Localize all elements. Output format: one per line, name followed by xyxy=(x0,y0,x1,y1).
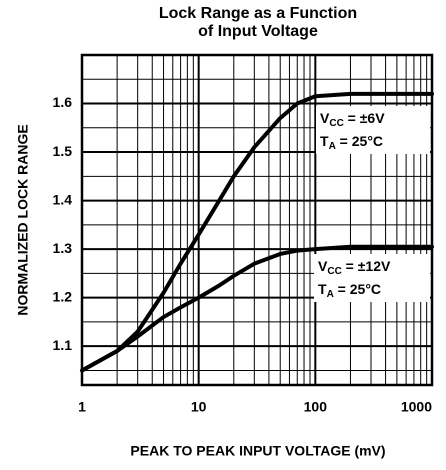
annotation-part: = 25°C xyxy=(336,133,383,149)
plot-frame xyxy=(80,53,434,387)
annotation-sub: A xyxy=(327,289,334,300)
chart-title: Lock Range as a Function xyxy=(159,5,357,22)
y-axis-label: NORMALIZED LOCK RANGE xyxy=(15,124,31,315)
annotation-part: = 25°C xyxy=(334,281,381,297)
annotation: VCC = ±6V xyxy=(320,110,385,129)
x-tick-label: 1 xyxy=(78,399,86,415)
annotation-part: V xyxy=(318,258,328,274)
y-tick-label: 1.5 xyxy=(53,143,73,159)
x-axis-label: PEAK TO PEAK INPUT VOLTAGE (mV) xyxy=(130,443,385,459)
x-tick-label: 1000 xyxy=(401,399,432,415)
annotation-box xyxy=(314,254,430,302)
annotation-part: = ±6V xyxy=(344,110,385,126)
annotation: VCC = ±12V xyxy=(318,258,391,277)
annotation-part: T xyxy=(320,133,329,149)
annotation-sub: A xyxy=(329,141,336,152)
y-tick-label: 1.4 xyxy=(53,191,73,207)
chart-title: of Input Voltage xyxy=(198,23,318,40)
annotation: TA = 25°C xyxy=(318,281,381,300)
x-tick-label: 100 xyxy=(304,399,328,415)
y-tick-label: 1.6 xyxy=(53,94,73,110)
line xyxy=(80,244,434,373)
annotation-sub: CC xyxy=(327,266,341,277)
line xyxy=(80,91,434,373)
x-tick-label: 10 xyxy=(191,399,207,415)
annotation-part: T xyxy=(318,281,327,297)
annotation-part: = ±12V xyxy=(342,258,391,274)
annotation: TA = 25°C xyxy=(320,133,383,152)
y-tick-label: 1.2 xyxy=(53,288,73,304)
y-tick-label: 1.1 xyxy=(53,337,73,353)
annotation-part: V xyxy=(320,110,330,126)
y-tick-label: 1.3 xyxy=(53,240,73,256)
annotation-box xyxy=(316,106,430,154)
annotation-sub: CC xyxy=(329,118,343,129)
